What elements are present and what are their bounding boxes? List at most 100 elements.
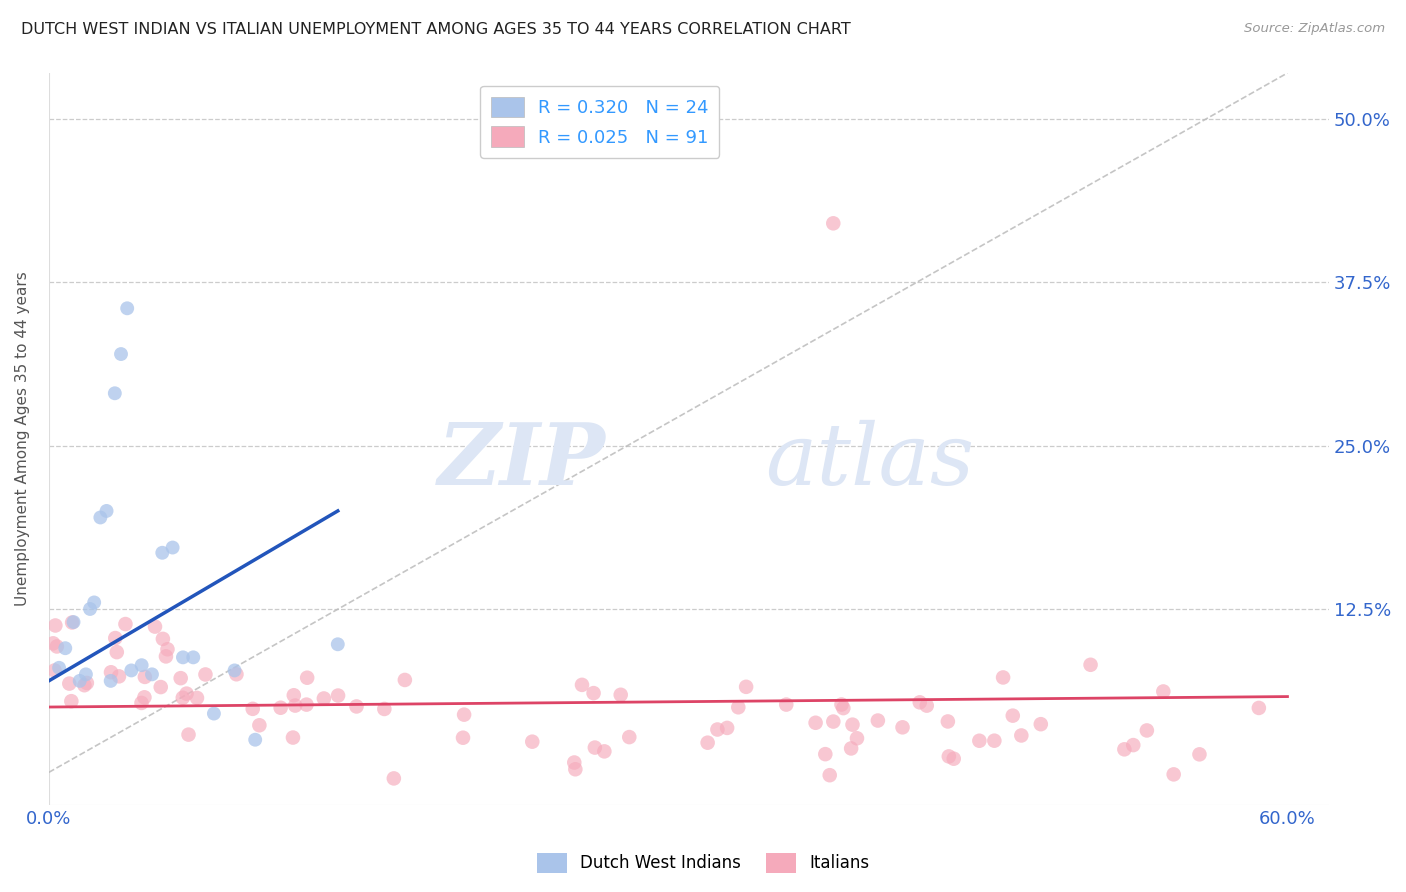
- Point: [583, 740, 606, 755]
- Point: [312, 691, 335, 706]
- Point: [969, 733, 991, 747]
- Point: [593, 744, 616, 758]
- Point: [346, 699, 368, 714]
- Point: [104, 631, 127, 645]
- Point: [823, 714, 845, 729]
- Point: [150, 546, 173, 560]
- Point: [162, 541, 184, 555]
- Point: [1029, 717, 1052, 731]
- Point: [83, 595, 105, 609]
- Point: [991, 670, 1014, 684]
- Point: [73, 678, 96, 692]
- Point: [60, 694, 83, 708]
- Point: [156, 642, 179, 657]
- Point: [45, 640, 67, 654]
- Point: [134, 690, 156, 705]
- Point: [89, 510, 111, 524]
- Point: [44, 618, 66, 632]
- Point: [60, 615, 83, 630]
- Point: [96, 504, 118, 518]
- Point: [108, 669, 131, 683]
- Point: [571, 678, 593, 692]
- Point: [186, 690, 208, 705]
- Point: [100, 665, 122, 680]
- Legend: Dutch West Indians, Italians: Dutch West Indians, Italians: [530, 847, 876, 880]
- Point: [270, 700, 292, 714]
- Point: [706, 723, 728, 737]
- Point: [176, 687, 198, 701]
- Point: [247, 718, 270, 732]
- Point: [866, 714, 889, 728]
- Point: [1247, 701, 1270, 715]
- Point: [76, 676, 98, 690]
- Point: [58, 676, 80, 690]
- Point: [53, 641, 76, 656]
- Point: [152, 632, 174, 646]
- Point: [841, 717, 863, 731]
- Point: [114, 617, 136, 632]
- Text: ZIP: ZIP: [437, 419, 606, 503]
- Point: [295, 698, 318, 712]
- Point: [245, 732, 267, 747]
- Point: [839, 741, 862, 756]
- Point: [915, 698, 938, 713]
- Point: [44, 664, 66, 678]
- Point: [846, 731, 869, 746]
- Point: [120, 664, 142, 678]
- Point: [1163, 767, 1185, 781]
- Point: [104, 386, 127, 401]
- Point: [373, 702, 395, 716]
- Point: [696, 736, 718, 750]
- Point: [75, 667, 97, 681]
- Text: atlas: atlas: [765, 419, 974, 502]
- Point: [562, 756, 585, 770]
- Point: [936, 714, 959, 729]
- Point: [1001, 708, 1024, 723]
- Point: [804, 715, 827, 730]
- Point: [177, 728, 200, 742]
- Point: [115, 301, 138, 316]
- Point: [1136, 723, 1159, 738]
- Point: [181, 650, 204, 665]
- Point: [110, 347, 132, 361]
- Point: [326, 689, 349, 703]
- Point: [79, 602, 101, 616]
- Point: [814, 747, 837, 761]
- Point: [155, 649, 177, 664]
- Y-axis label: Unemployment Among Ages 35 to 44 years: Unemployment Among Ages 35 to 44 years: [15, 272, 30, 607]
- Point: [394, 673, 416, 687]
- Point: [1114, 742, 1136, 756]
- Point: [522, 734, 544, 748]
- Point: [100, 673, 122, 688]
- Point: [141, 667, 163, 681]
- Point: [942, 752, 965, 766]
- Point: [62, 615, 84, 629]
- Point: [382, 772, 405, 786]
- Point: [284, 698, 307, 713]
- Point: [609, 688, 631, 702]
- Point: [202, 706, 225, 721]
- Point: [582, 686, 605, 700]
- Point: [172, 690, 194, 705]
- Point: [1010, 729, 1032, 743]
- Point: [1152, 684, 1174, 698]
- Point: [818, 768, 841, 782]
- Point: [823, 216, 845, 230]
- Point: [983, 733, 1005, 747]
- Point: [134, 670, 156, 684]
- Point: [170, 671, 193, 685]
- Point: [451, 731, 474, 745]
- Point: [42, 636, 65, 650]
- Point: [131, 696, 153, 710]
- Point: [194, 667, 217, 681]
- Point: [832, 701, 855, 715]
- Point: [891, 720, 914, 734]
- Point: [149, 680, 172, 694]
- Point: [172, 650, 194, 665]
- Point: [1122, 738, 1144, 752]
- Legend: R = 0.320   N = 24, R = 0.025   N = 91: R = 0.320 N = 24, R = 0.025 N = 91: [481, 86, 720, 158]
- Point: [69, 673, 91, 688]
- Point: [453, 707, 475, 722]
- Point: [143, 619, 166, 633]
- Point: [716, 721, 738, 735]
